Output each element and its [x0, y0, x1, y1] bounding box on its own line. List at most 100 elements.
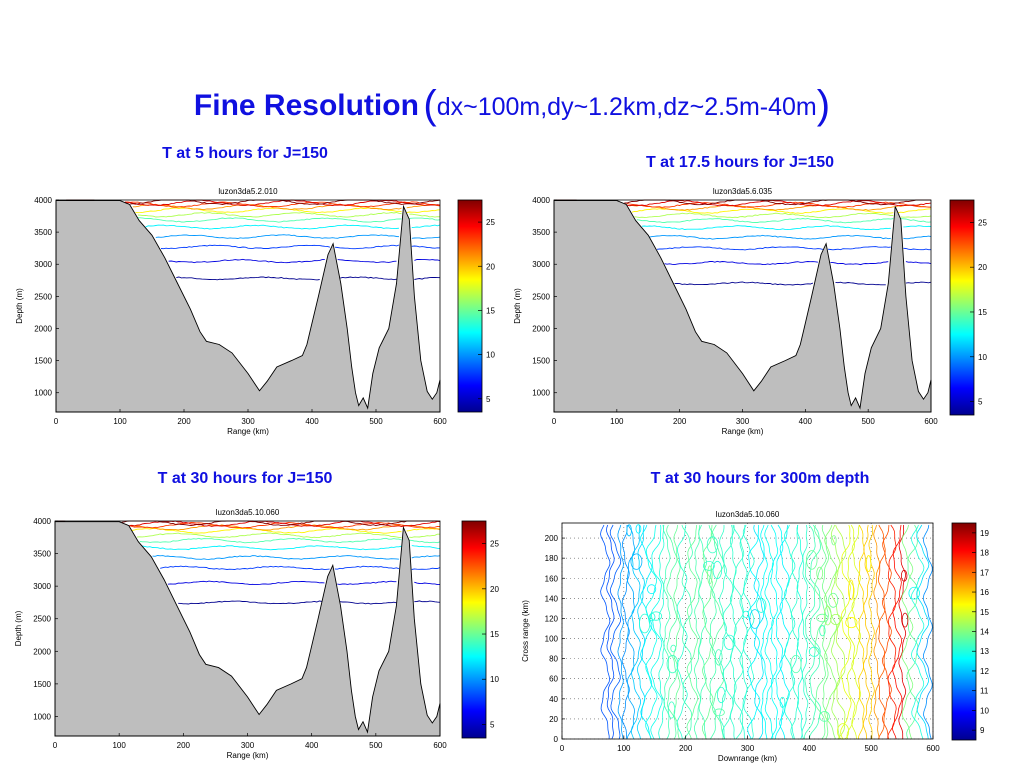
x-tick-label: 400 [305, 741, 319, 750]
panel-section-17h: luzon3da5.6.035 0 100 200 300 400 500 600 1000 15… [513, 187, 987, 436]
isotherm-contour [176, 276, 320, 281]
eddy-contour [723, 634, 736, 650]
temperature-contour [821, 524, 830, 740]
isotherm-contour [137, 217, 402, 223]
temperature-contour [796, 524, 804, 740]
y-tick-label: 3000 [33, 582, 51, 591]
isotherm-contour [636, 218, 894, 224]
bathymetry-terrain [55, 200, 441, 413]
temperature-contour [809, 524, 822, 740]
colorbar-tick-label: 10 [980, 706, 989, 715]
temperature-contour [764, 524, 774, 739]
temperature-contour [732, 524, 745, 740]
temperature-contour [640, 524, 653, 740]
isotherm-contour [411, 224, 441, 228]
isotherm-contour [129, 524, 441, 531]
isotherm-contour [139, 537, 402, 544]
eddy-contour [706, 536, 719, 554]
y-tick-label: 1000 [33, 712, 51, 721]
x-tick-label: 0 [54, 417, 59, 426]
y-tick-label: 60 [549, 675, 558, 684]
isotherm-contour [145, 224, 400, 230]
slide-title-subtitle: dx~100m,dy~1.2km,dz~2.5m-40m [436, 93, 817, 121]
y-tick-label: 3500 [33, 550, 51, 559]
isotherm-contour [905, 281, 932, 284]
temperature-contour [621, 525, 630, 740]
eddy-contour [626, 524, 632, 537]
x-tick-label: 0 [560, 744, 565, 753]
x-tick-label: 100 [113, 417, 127, 426]
temperature-contour [600, 524, 611, 740]
y-tick-label: 3500 [532, 228, 550, 237]
eddy-contour [647, 584, 657, 595]
y-tick-label: 1000 [532, 389, 550, 398]
eddy-contour [742, 610, 750, 618]
panel-section-5h: luzon3da5.2.010 0 100 200 300 400 500 600 1000 15… [15, 187, 495, 436]
x-tick-label: 500 [864, 744, 878, 753]
colorbar-tick-label: 10 [978, 353, 987, 362]
y-tick-label: 3000 [532, 260, 550, 269]
y-tick-label: 4000 [532, 196, 550, 205]
temperature-contour [901, 524, 914, 740]
x-tick-label: 300 [736, 417, 750, 426]
temperature-contour [681, 524, 693, 740]
colorbar-tick-label: 5 [486, 395, 491, 404]
temperature-contour [775, 524, 784, 740]
isotherm-contour [137, 532, 402, 539]
colorbar-tick-label: 19 [980, 529, 989, 538]
eddy-contour [831, 535, 837, 546]
eddy-contour [816, 613, 829, 623]
isotherm-contour [135, 207, 402, 214]
temperature-contour [609, 524, 622, 740]
isotherm-contour [168, 258, 325, 264]
slide-title-close-paren: ) [816, 83, 831, 127]
eddy-contour [900, 569, 908, 582]
temperature-contour [676, 524, 688, 740]
y-axis-label: Depth (m) [513, 288, 522, 324]
temperature-contour [701, 524, 714, 740]
isotherm-contour [129, 520, 441, 527]
isotherm-contour [406, 209, 441, 214]
isotherm-contour [409, 533, 440, 538]
caption-panel-2: T at 17.5 hours for J=150 [645, 154, 835, 171]
slide-title: Fine Resolution (dx~100m,dy~1.2km,dz~2.5… [0, 80, 1024, 127]
x-tick-label: 400 [803, 744, 817, 753]
temperature-contour [729, 524, 737, 740]
colorbar-tick-label: 11 [980, 687, 989, 696]
colorbar [949, 199, 975, 416]
isotherm-contour [411, 567, 441, 570]
y-tick-label: 20 [549, 715, 558, 724]
slide-title-main: Fine Resolution [193, 89, 419, 122]
y-tick-label: 3000 [34, 260, 52, 269]
isotherm-contour [142, 545, 402, 551]
temperature-contour [739, 525, 748, 740]
temperature-contour [753, 524, 765, 740]
colorbar-tick-label: 20 [978, 263, 987, 272]
caption-panel-4: T at 30 hours for 300m depth [650, 470, 870, 487]
isotherm-contour [152, 555, 399, 560]
temperature-contour [666, 524, 678, 740]
isotherm-contour [900, 215, 932, 218]
y-axis-label: Depth (m) [14, 610, 23, 646]
temperature-contour [910, 524, 925, 740]
isotherm-contour [409, 217, 441, 221]
eddy-contour [667, 701, 676, 719]
colorbar-tick-label: 13 [980, 647, 989, 656]
x-tick-label: 200 [177, 741, 191, 750]
temperature-contour [840, 524, 852, 740]
temperature-contour [898, 524, 907, 740]
eddy-contour [790, 654, 802, 674]
isotherm-contour [340, 276, 397, 281]
eddy-contour [779, 696, 786, 708]
isotherm-contour [411, 545, 441, 549]
x-axis-label: Range (km) [227, 427, 269, 436]
y-tick-label: 160 [545, 574, 559, 583]
colorbar-tick-label: 25 [486, 218, 495, 227]
x-axis-label: Downrange (km) [718, 754, 777, 763]
eddy-contour [828, 592, 839, 608]
x-tick-label: 0 [552, 417, 557, 426]
x-axis-label: Range (km) [227, 751, 269, 760]
isotherm-contour [411, 236, 441, 239]
eddy-contour [756, 597, 767, 613]
y-axis-label: Cross range (km) [521, 600, 530, 662]
